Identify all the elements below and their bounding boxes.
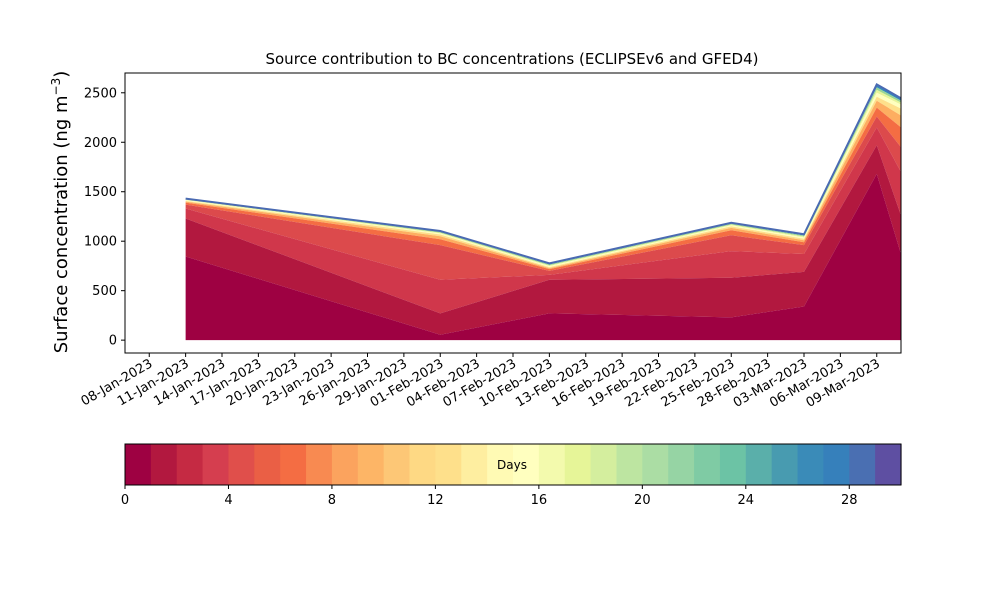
colorbar-tick-label: 12 bbox=[427, 493, 444, 508]
area-band-1 bbox=[185, 145, 901, 335]
area-band-4 bbox=[185, 107, 901, 271]
area-band-0 bbox=[185, 173, 901, 341]
x-axis: 08-Jan-202311-Jan-202314-Jan-202317-Jan-… bbox=[79, 353, 883, 411]
colorbar-tick-label: 0 bbox=[121, 493, 129, 508]
area-band-5 bbox=[185, 100, 901, 270]
area-band-3 bbox=[185, 116, 901, 280]
colorbar-segment bbox=[254, 444, 281, 485]
colorbar-segment bbox=[771, 444, 799, 485]
y-tick-label: 0 bbox=[109, 334, 117, 349]
area-band-6 bbox=[185, 96, 901, 269]
colorbar-segment bbox=[125, 444, 152, 485]
area-bands bbox=[185, 84, 901, 341]
colorbar-segment bbox=[383, 444, 411, 485]
y-tick-label: 500 bbox=[92, 284, 117, 299]
colorbar-tick-label: 4 bbox=[224, 493, 232, 508]
y-tick-label: 1500 bbox=[84, 185, 117, 200]
y-tick-label: 2500 bbox=[84, 86, 117, 101]
colorbar: 0 4 8 12 16 20 24 28 bbox=[121, 443, 902, 508]
colorbar-segment bbox=[280, 444, 307, 485]
colorbar-segment bbox=[202, 444, 230, 485]
colorbar-tick-label: 16 bbox=[531, 493, 548, 508]
colorbar-segment bbox=[875, 444, 902, 485]
colorbar-tick-label: 8 bbox=[328, 493, 336, 508]
colorbar-segment bbox=[435, 444, 462, 485]
colorbar-segment bbox=[668, 444, 695, 485]
total-line bbox=[185, 82, 901, 265]
colorbar-segment bbox=[176, 444, 204, 485]
colorbar-segment bbox=[745, 444, 773, 485]
chart-title: Source contribution to BC concentrations… bbox=[265, 50, 758, 68]
y-tick-label: 2000 bbox=[84, 136, 117, 151]
y-axis-label-main: Surface concentration (ng m bbox=[51, 95, 72, 353]
colorbar-segment bbox=[461, 444, 488, 485]
colorbar-segment bbox=[616, 444, 643, 485]
colorbar-segment bbox=[306, 444, 333, 485]
colorbar-segment bbox=[823, 444, 850, 485]
colorbar-segment bbox=[331, 444, 359, 485]
colorbar-segment bbox=[564, 444, 592, 485]
colorbar-segment bbox=[642, 444, 669, 485]
colorbar-segment bbox=[719, 444, 747, 485]
y-axis-label-sup: −3 bbox=[49, 78, 63, 96]
y-tick-label: 1000 bbox=[84, 235, 117, 250]
colorbar-tick-label: 24 bbox=[738, 493, 755, 508]
colorbar-segment bbox=[409, 444, 436, 485]
colorbar-segment bbox=[357, 444, 385, 485]
colorbar-segment bbox=[849, 444, 876, 485]
colorbar-segment bbox=[694, 444, 721, 485]
total-line-group bbox=[185, 82, 901, 265]
y-axis: 0 500 1000 1500 2000 2500 bbox=[84, 86, 125, 349]
colorbar-segment bbox=[797, 444, 824, 485]
colorbar-segment bbox=[228, 444, 255, 485]
colorbar-tick-label: 28 bbox=[841, 493, 858, 508]
colorbar-tick-label: 20 bbox=[634, 493, 651, 508]
colorbar-segment bbox=[513, 444, 540, 485]
colorbar-segment bbox=[538, 444, 566, 485]
colorbar-segment bbox=[590, 444, 618, 485]
colorbar-segment bbox=[487, 444, 514, 485]
y-axis-label: Surface concentration (ng m−3) bbox=[49, 71, 72, 354]
y-axis-label-tail: ) bbox=[51, 71, 72, 78]
colorbar-label: Days bbox=[497, 458, 527, 472]
colorbar-frame bbox=[124, 443, 902, 486]
colorbar-segment bbox=[150, 444, 178, 485]
area-band-2 bbox=[185, 127, 901, 314]
